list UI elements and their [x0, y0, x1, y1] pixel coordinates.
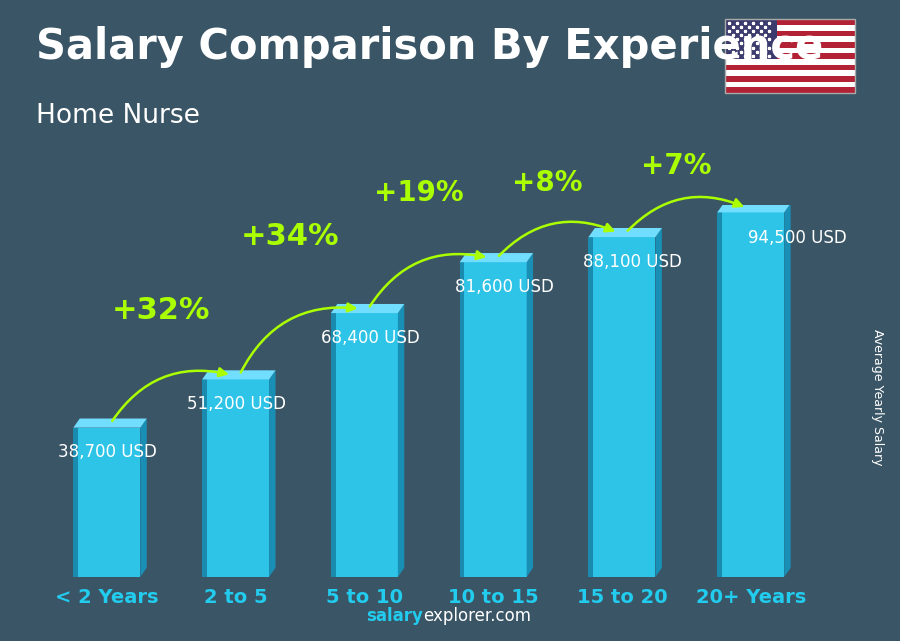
- Bar: [717, 212, 722, 577]
- Text: 88,100 USD: 88,100 USD: [583, 253, 682, 271]
- Polygon shape: [717, 203, 791, 212]
- Bar: [724, 47, 855, 53]
- Bar: [724, 71, 855, 76]
- Text: Average Yearly Salary: Average Yearly Salary: [871, 329, 884, 465]
- Polygon shape: [589, 228, 662, 237]
- Bar: [724, 53, 855, 59]
- Bar: [717, 212, 784, 577]
- Bar: [724, 25, 855, 31]
- Polygon shape: [140, 419, 147, 577]
- Text: explorer.com: explorer.com: [423, 607, 531, 625]
- Bar: [331, 313, 398, 577]
- Bar: [331, 313, 336, 577]
- Bar: [589, 237, 593, 577]
- Bar: [724, 65, 855, 71]
- Bar: [724, 87, 855, 93]
- Polygon shape: [784, 203, 791, 577]
- Polygon shape: [526, 253, 533, 577]
- Bar: [589, 237, 655, 577]
- Bar: [724, 81, 855, 87]
- Text: salary: salary: [366, 607, 423, 625]
- Bar: [73, 428, 78, 577]
- Text: 94,500 USD: 94,500 USD: [748, 229, 847, 247]
- Bar: [202, 379, 207, 577]
- Text: Salary Comparison By Experience: Salary Comparison By Experience: [36, 26, 824, 68]
- Bar: [724, 31, 855, 37]
- Text: 38,700 USD: 38,700 USD: [58, 443, 157, 461]
- Bar: [460, 262, 526, 577]
- Text: Home Nurse: Home Nurse: [36, 103, 200, 129]
- Bar: [724, 59, 855, 65]
- Bar: [724, 19, 855, 25]
- Polygon shape: [269, 370, 275, 577]
- Text: +32%: +32%: [112, 296, 211, 325]
- Polygon shape: [331, 304, 404, 313]
- Polygon shape: [655, 228, 661, 577]
- Text: +34%: +34%: [240, 222, 339, 251]
- Polygon shape: [73, 419, 147, 428]
- Text: 68,400 USD: 68,400 USD: [320, 329, 419, 347]
- Bar: [460, 262, 464, 577]
- Text: 81,600 USD: 81,600 USD: [454, 278, 554, 296]
- Text: +7%: +7%: [641, 152, 711, 179]
- Text: 51,200 USD: 51,200 USD: [186, 395, 285, 413]
- Text: +19%: +19%: [374, 179, 464, 208]
- Bar: [724, 19, 777, 59]
- Bar: [724, 37, 855, 42]
- Bar: [724, 76, 855, 81]
- Bar: [724, 42, 855, 47]
- Polygon shape: [398, 304, 404, 577]
- Polygon shape: [460, 253, 533, 262]
- Polygon shape: [202, 370, 275, 379]
- Text: +8%: +8%: [512, 169, 582, 197]
- Bar: [73, 428, 140, 577]
- Bar: [202, 379, 269, 577]
